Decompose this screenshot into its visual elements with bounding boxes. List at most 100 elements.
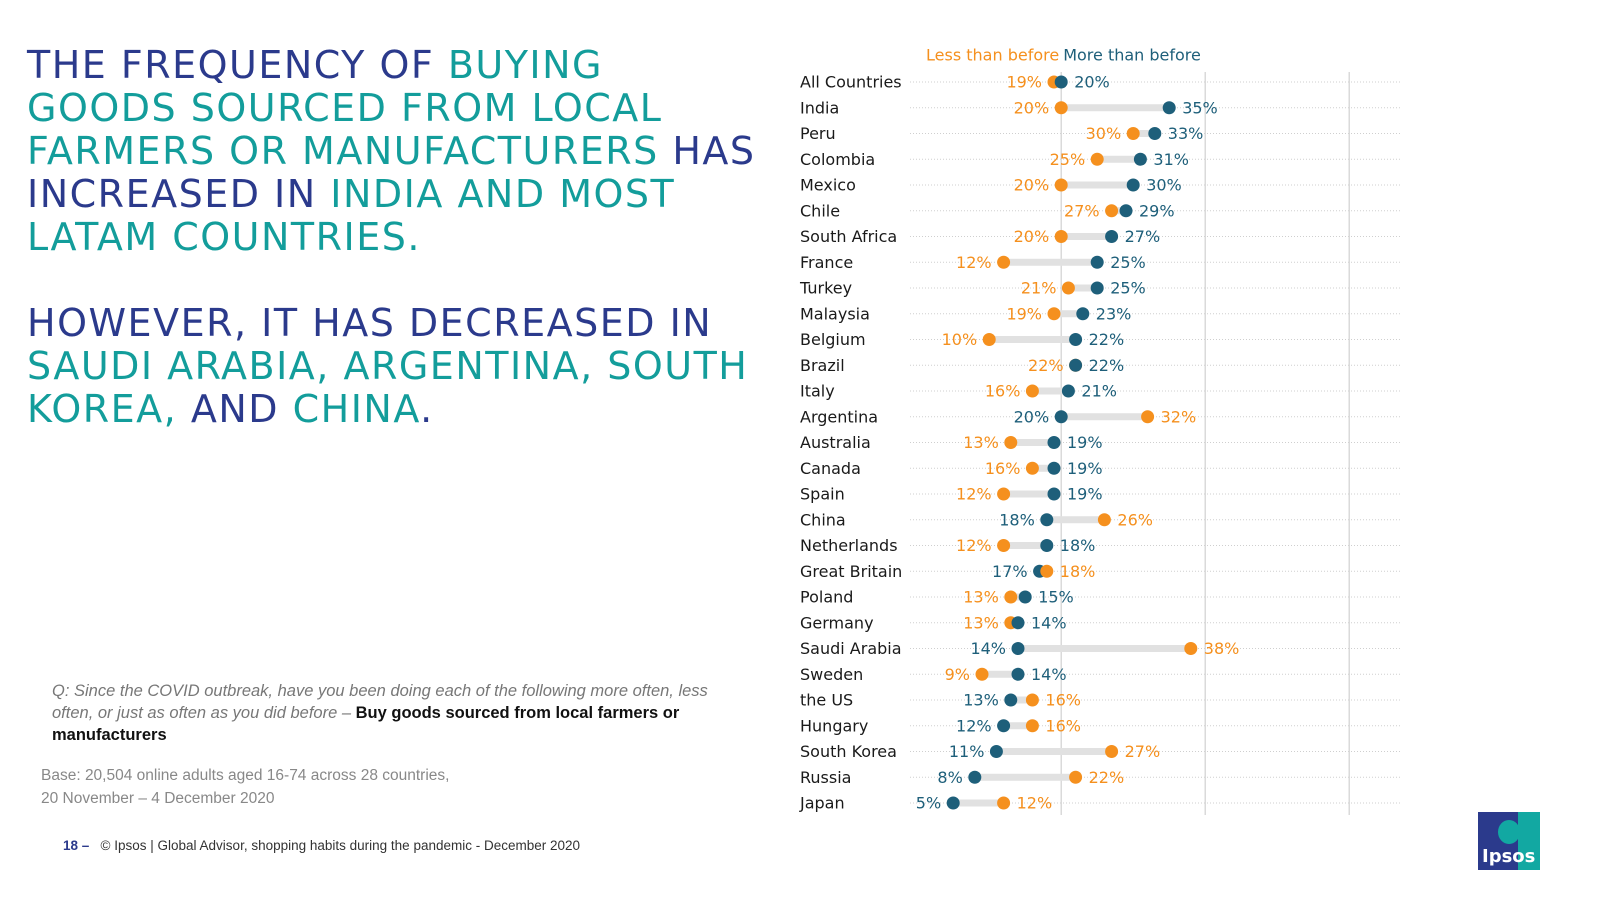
- less-than-before-label: 20%: [1014, 227, 1050, 246]
- more-than-before-label: 8%: [937, 768, 962, 787]
- less-than-before-label: 16%: [1045, 691, 1081, 710]
- headline-segment: THE FREQUENCY OF: [27, 43, 448, 87]
- category-label: Spain: [800, 485, 845, 504]
- headline-segment: INDIA AND MOST LATAM COUNTRIES.: [27, 172, 676, 259]
- category-label: Poland: [800, 588, 853, 607]
- category-label: Saudi Arabia: [800, 639, 902, 658]
- category-label: South Korea: [800, 742, 897, 761]
- more-than-before-dot: [1040, 513, 1054, 527]
- category-label: All Countries: [800, 73, 902, 92]
- category-label: Turkey: [799, 279, 852, 298]
- more-than-before-dot: [1018, 590, 1032, 604]
- category-label: Belgium: [800, 330, 866, 349]
- headline-segment: AND: [190, 387, 293, 431]
- less-than-before-label: 9%: [945, 665, 970, 684]
- more-than-before-dot: [1004, 693, 1018, 707]
- headline-paragraph-increase: THE FREQUENCY OF BUYING GOODS SOURCED FR…: [27, 44, 757, 259]
- legend-less-than-before: Less than before: [926, 46, 1059, 65]
- less-than-before-label: 25%: [1050, 150, 1086, 169]
- less-than-before-dot: [997, 539, 1011, 552]
- less-than-before-label: 18%: [1060, 562, 1096, 581]
- category-label: Hungary: [800, 716, 868, 735]
- more-than-before-dot: [1054, 410, 1068, 424]
- more-than-before-label: 14%: [1031, 665, 1067, 684]
- less-than-before-label: 30%: [1086, 124, 1122, 143]
- category-label: France: [800, 253, 853, 272]
- less-than-before-dot: [1025, 693, 1039, 707]
- more-than-before-label: 15%: [1038, 588, 1074, 607]
- less-than-before-dot: [997, 487, 1011, 501]
- more-than-before-label: 29%: [1139, 201, 1175, 220]
- less-than-before-dot: [1061, 281, 1075, 295]
- question-item: Buy goods sourced from local farmers or …: [52, 704, 680, 744]
- logo-text: Ipsos: [1482, 846, 1536, 867]
- less-than-before-label: 20%: [1014, 98, 1050, 117]
- less-than-before-dot: [1004, 436, 1018, 449]
- less-than-before-dot: [1054, 101, 1068, 115]
- category-label: Great Britain: [800, 562, 902, 581]
- more-than-before-dot: [1047, 487, 1061, 501]
- less-than-before-label: 16%: [985, 382, 1021, 401]
- less-than-before-dot: [982, 333, 996, 346]
- headline-segment: .: [420, 387, 434, 431]
- more-than-before-label: 21%: [1081, 382, 1117, 401]
- less-than-before-dot: [1105, 204, 1119, 218]
- less-than-before-label: 13%: [963, 613, 999, 632]
- more-than-before-label: 19%: [1067, 459, 1103, 478]
- more-than-before-dot: [1069, 333, 1083, 346]
- more-than-before-dot: [997, 719, 1011, 733]
- category-label: Russia: [800, 768, 851, 787]
- more-than-before-label: 14%: [1031, 613, 1067, 632]
- less-than-before-dot: [1069, 770, 1083, 784]
- category-label: Canada: [800, 459, 861, 478]
- less-than-before-label: 27%: [1125, 742, 1161, 761]
- more-than-before-dot: [1162, 101, 1176, 115]
- more-than-before-label: 25%: [1110, 253, 1146, 272]
- more-than-before-label: 31%: [1153, 150, 1189, 169]
- category-label: India: [800, 98, 839, 117]
- less-than-before-label: 32%: [1161, 407, 1197, 426]
- more-than-before-dot: [1047, 436, 1061, 449]
- less-than-before-label: 20%: [1014, 176, 1050, 195]
- less-than-before-label: 26%: [1117, 510, 1153, 529]
- more-than-before-dot: [1090, 281, 1104, 295]
- more-than-before-label: 30%: [1146, 176, 1182, 195]
- more-than-before-dot: [1090, 255, 1104, 269]
- headline-segment: CHINA: [292, 387, 421, 431]
- more-than-before-label: 20%: [1074, 73, 1110, 92]
- more-than-before-label: 23%: [1096, 304, 1132, 323]
- more-than-before-label: 18%: [1060, 536, 1096, 555]
- less-than-before-dot: [975, 667, 989, 681]
- more-than-before-dot: [1040, 539, 1054, 552]
- less-than-before-label: 16%: [1045, 716, 1081, 735]
- less-than-before-label: 27%: [1064, 201, 1100, 220]
- footer: 18 – © Ipsos | Global Advisor, shopping …: [63, 838, 580, 853]
- less-than-before-dot: [1025, 384, 1039, 398]
- category-label: Japan: [799, 794, 845, 813]
- less-than-before-dot: [997, 255, 1011, 269]
- category-label: South Africa: [800, 227, 897, 246]
- more-than-before-dot: [1126, 178, 1140, 192]
- headline-segment: BUYING GOODS SOURCED FROM LOCAL FARMERS …: [27, 43, 673, 173]
- more-than-before-dot: [1105, 230, 1119, 243]
- category-label: Germany: [800, 613, 874, 632]
- category-label: Peru: [800, 124, 836, 143]
- question-text: Q: Since the COVID outbreak, have you be…: [52, 682, 708, 722]
- more-than-before-label: 27%: [1125, 227, 1161, 246]
- less-than-before-dot: [1184, 642, 1198, 655]
- more-than-before-dot: [1148, 127, 1162, 140]
- category-label: Malaysia: [800, 304, 870, 323]
- headline-segment: HAS INCREASED IN: [27, 129, 756, 216]
- category-label: the US: [800, 691, 853, 710]
- less-than-before-label: 22%: [1028, 356, 1064, 375]
- more-than-before-dot: [1061, 384, 1075, 398]
- survey-question: Q: Since the COVID outbreak, have you be…: [52, 680, 712, 746]
- logo-mark: [1518, 812, 1540, 870]
- more-than-before-label: 12%: [956, 716, 992, 735]
- legend-more-than-before: More than before: [1063, 46, 1201, 65]
- more-than-before-dot: [1076, 307, 1090, 321]
- less-than-before-label: 10%: [942, 330, 978, 349]
- less-than-before-dot: [1126, 127, 1140, 140]
- more-than-before-label: 18%: [999, 510, 1035, 529]
- more-than-before-label: 19%: [1067, 485, 1103, 504]
